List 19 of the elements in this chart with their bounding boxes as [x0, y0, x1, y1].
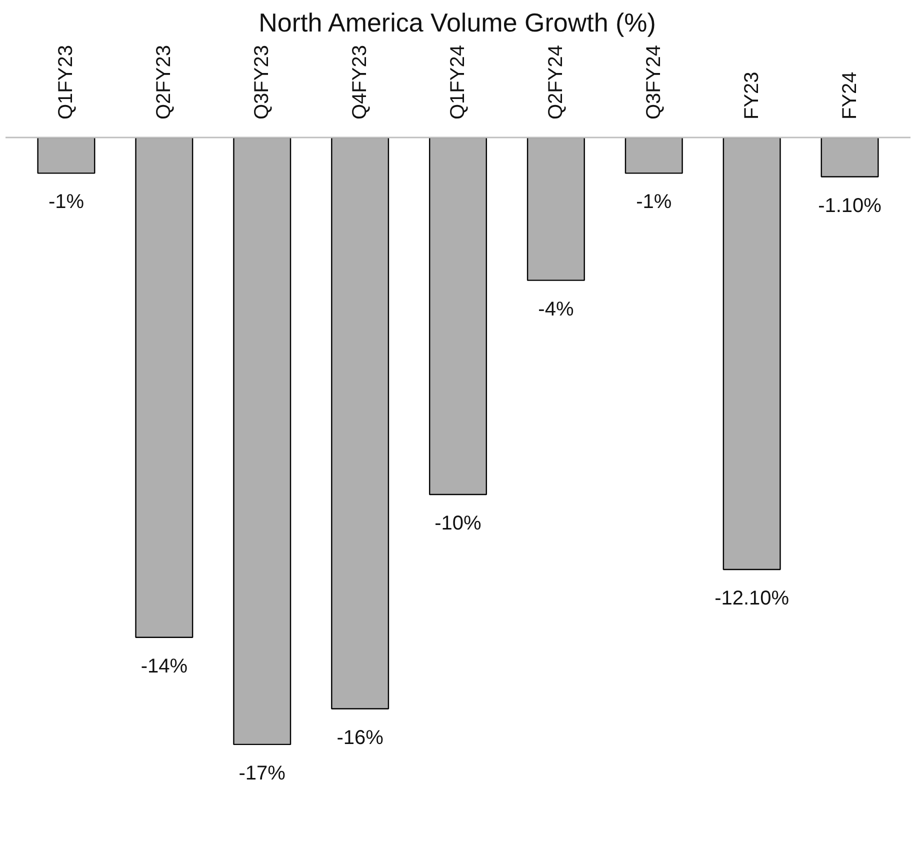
x-tick-label: Q3FY23 — [251, 45, 274, 120]
x-tick-label: Q4FY23 — [349, 45, 372, 120]
data-label: -4% — [538, 298, 574, 320]
data-label: -17% — [238, 762, 286, 784]
data-label: -12.10% — [714, 588, 790, 610]
data-label: -1.10% — [818, 194, 882, 217]
x-tick-label: Q1FY23 — [55, 45, 78, 120]
x-tick-label: Q3FY24 — [642, 45, 665, 120]
chart-title: North America Volume Growth (%) — [258, 8, 656, 38]
x-tick-label: Q1FY24 — [447, 45, 469, 120]
data-label: -10% — [434, 512, 482, 535]
x-tick-label: Q2FY23 — [153, 45, 176, 120]
x-tick-label: FY23 — [740, 72, 763, 120]
x-tick-label: Q2FY24 — [544, 45, 567, 120]
data-label: -16% — [336, 726, 384, 749]
data-label: -1% — [48, 191, 84, 214]
data-label: -14% — [140, 655, 188, 678]
x-tick-label: FY24 — [838, 72, 861, 120]
data-label: -1% — [636, 191, 672, 214]
